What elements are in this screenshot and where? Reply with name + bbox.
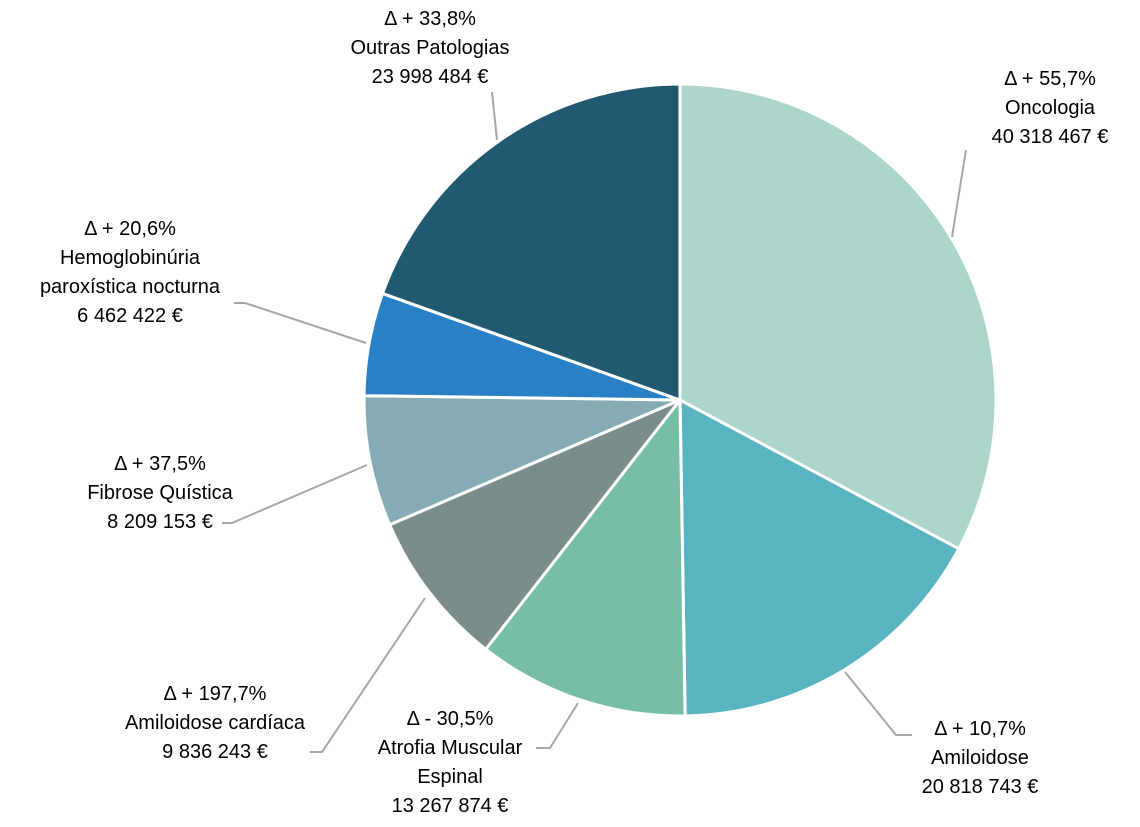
- value-label: 6 462 422 €: [77, 305, 183, 327]
- delta-label: Δ + 10,7%: [934, 718, 1026, 740]
- pie-slice: [678, 82, 998, 551]
- leader-line: [536, 702, 579, 749]
- leader-line: [491, 91, 498, 141]
- category-label: Amiloidose cardíaca: [124, 712, 306, 734]
- category-label: Fibrose Quística: [87, 482, 233, 504]
- slice-label: Δ + 33,8% Outras Patologias 23 998 484 €: [310, 5, 550, 92]
- pie-slice: [387, 398, 682, 652]
- category-label: Oncologia: [1004, 97, 1096, 119]
- delta-label: Δ + 20,6%: [84, 218, 176, 240]
- value-label: 40 318 467 €: [991, 126, 1109, 148]
- value-label: 8 209 153 €: [107, 511, 213, 533]
- slice-label: Δ + 197,7% Amiloidose cardíaca 9 836 243 €: [85, 680, 345, 767]
- pie-slice: [678, 397, 961, 718]
- leader-line: [234, 302, 367, 344]
- slice-label: Δ + 10,7% Amiloidose 20 818 743 €: [880, 715, 1080, 802]
- slice-label: Δ - 30,5% Atrofia Muscular Espinal 13 267 …: [363, 705, 538, 821]
- slice-label: Δ + 55,7% Oncologia 40 318 467 €: [950, 65, 1140, 152]
- pie-slice: [380, 82, 682, 403]
- delta-label: Δ + 197,7%: [163, 683, 267, 705]
- value-label: 13 267 874 €: [391, 795, 509, 817]
- delta-label: Δ + 55,7%: [1004, 68, 1096, 90]
- value-label: 23 998 484 €: [371, 66, 489, 88]
- value-label: 9 836 243 €: [162, 741, 268, 763]
- leader-line: [844, 671, 912, 736]
- category-label: Atrofia Muscular Espinal: [377, 737, 523, 788]
- leader-line: [310, 597, 426, 753]
- slice-label: Δ + 37,5% Fibrose Quística 8 209 153 €: [60, 450, 260, 537]
- leader-line: [951, 149, 967, 238]
- delta-label: Δ - 30,5%: [406, 708, 494, 730]
- category-label: Hemoglobinúria paroxística nocturna: [39, 247, 221, 298]
- value-label: 20 818 743 €: [921, 776, 1039, 798]
- leader-line: [222, 464, 368, 524]
- category-label: Amiloidose: [931, 747, 1029, 769]
- delta-label: Δ + 37,5%: [114, 453, 206, 475]
- pie-slice: [483, 395, 687, 718]
- delta-label: Δ + 33,8%: [384, 8, 476, 30]
- slice-label: Δ + 20,6% Hemoglobinúria paroxística noct…: [25, 215, 235, 331]
- pie-slice: [362, 394, 681, 527]
- category-label: Outras Patologias: [350, 37, 510, 59]
